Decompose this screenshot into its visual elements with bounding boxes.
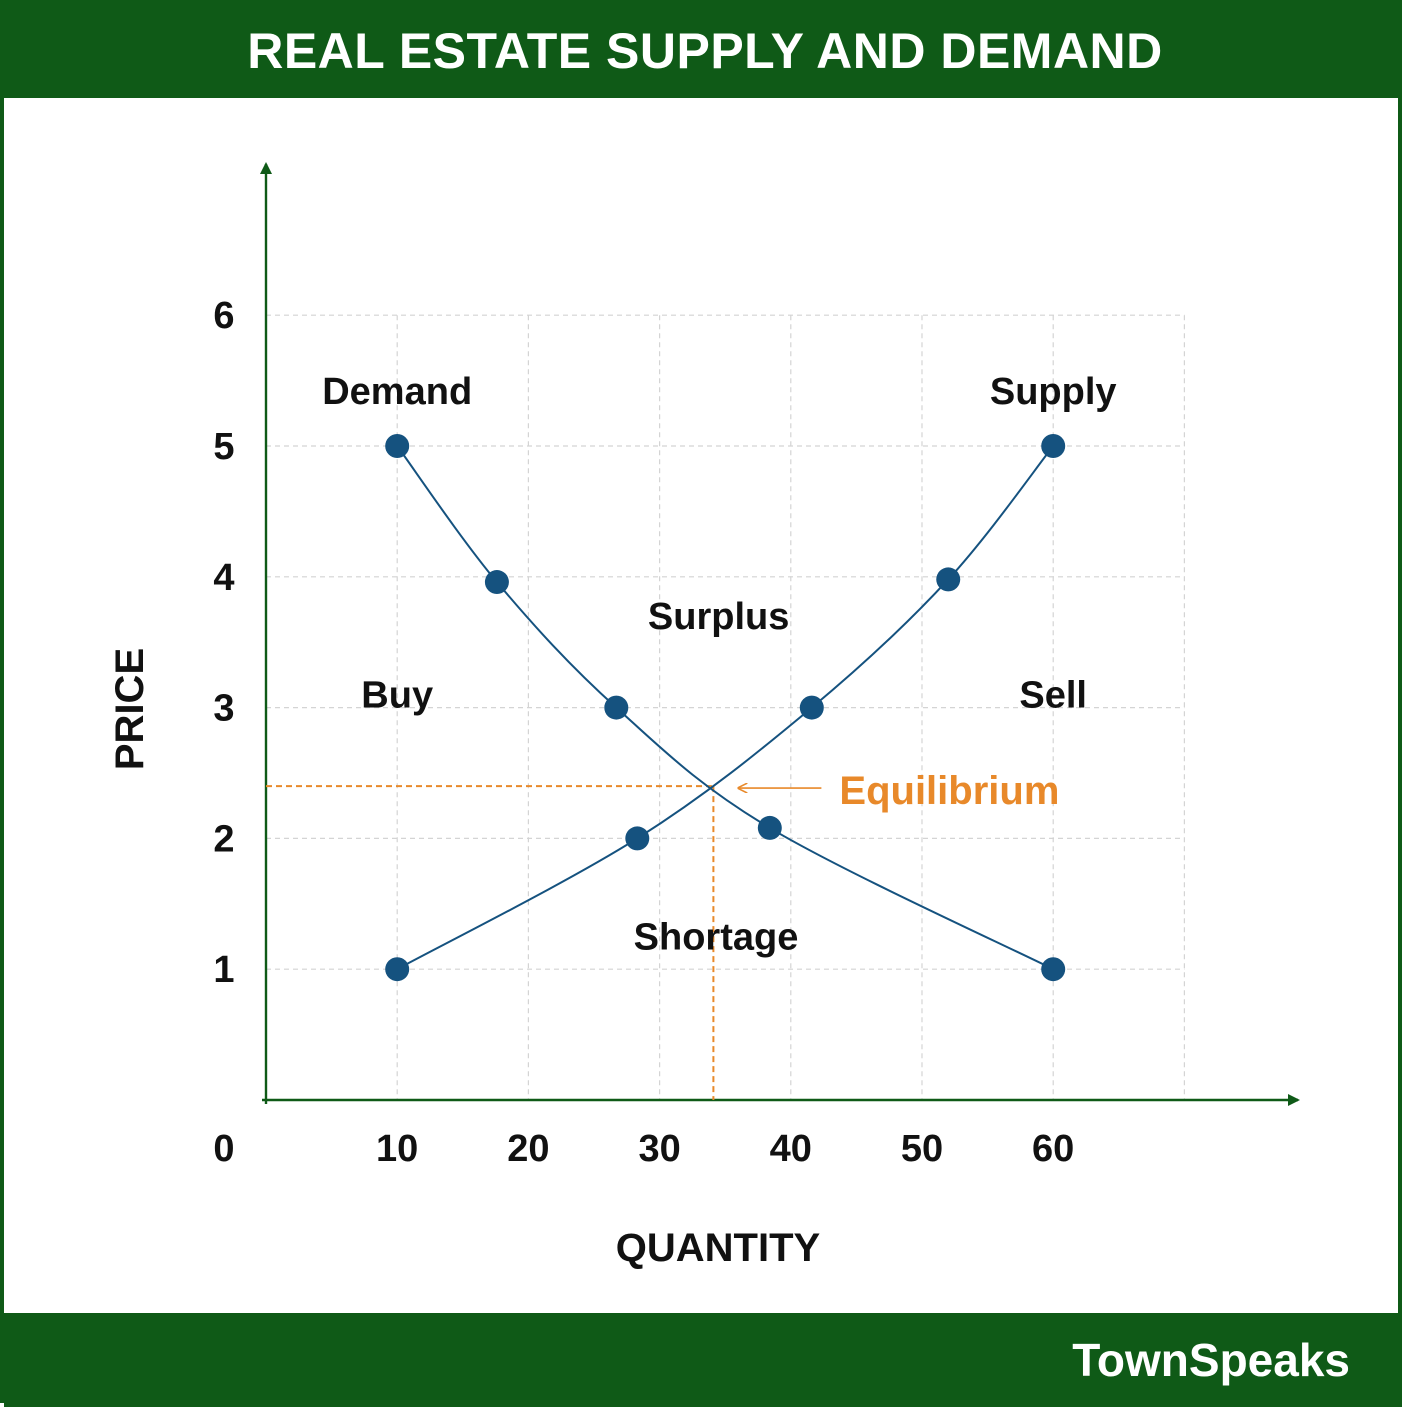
- curves: [396, 445, 1054, 971]
- equilibrium-guides: [266, 786, 822, 1100]
- header-bar: REAL ESTATE SUPPLY AND DEMAND: [4, 4, 1402, 98]
- origin-tick-label: 0: [213, 1128, 234, 1170]
- supply-point: [1041, 434, 1066, 458]
- x-tick-label: 10: [376, 1128, 418, 1170]
- data-points: [385, 434, 1066, 982]
- y-tick-label: 5: [213, 426, 234, 468]
- y-tick-label: 4: [213, 557, 234, 599]
- equilibrium-label: Equilibrium: [839, 769, 1059, 813]
- chart-plot: 10 20 30 40 50 60 0 1 2 3 4 5 6 QUANTITY PRICE Equilibr…: [108, 162, 1300, 1270]
- y-tick-label: 3: [213, 688, 234, 730]
- labels: 10 20 30 40 50 60 0 1 2 3 4 5 6 QUANTITY PRICE Equilibr…: [108, 295, 1117, 1270]
- annotation-sell: Sell: [1019, 675, 1087, 717]
- demand-point: [1041, 957, 1066, 982]
- annotation-supply: Supply: [990, 371, 1117, 413]
- y-axis-title: PRICE: [108, 648, 152, 770]
- brand-logo: TownSpeaks: [1072, 1334, 1350, 1386]
- y-tick-label: 6: [213, 295, 234, 337]
- x-tick-label: 30: [638, 1128, 680, 1170]
- demand-point: [604, 695, 629, 720]
- y-tick-label: 2: [213, 818, 234, 860]
- annotation-buy: Buy: [361, 675, 433, 717]
- x-tick-label: 50: [901, 1128, 943, 1170]
- footer-bar: TownSpeaks: [4, 1313, 1402, 1407]
- y-tick-label: 1: [213, 949, 234, 991]
- demand-curve: [396, 445, 1054, 971]
- x-tick-label: 60: [1032, 1128, 1074, 1170]
- x-axis-title: QUANTITY: [616, 1226, 821, 1270]
- demand-point: [484, 570, 509, 595]
- supply-curve: [396, 445, 1054, 971]
- supply-point: [936, 567, 961, 592]
- annotation-demand: Demand: [322, 371, 472, 413]
- supply-point: [625, 826, 650, 851]
- demand-point: [757, 815, 782, 840]
- x-tick-label: 20: [507, 1128, 549, 1170]
- chart-title: REAL ESTATE SUPPLY AND DEMAND: [247, 23, 1163, 79]
- x-tick-label: 40: [770, 1128, 812, 1170]
- annotation-shortage: Shortage: [634, 917, 799, 959]
- supply-point: [385, 957, 410, 982]
- annotation-surplus: Surplus: [648, 596, 789, 638]
- demand-point: [385, 434, 410, 458]
- supply-point: [799, 695, 824, 720]
- axes: [260, 162, 1300, 1106]
